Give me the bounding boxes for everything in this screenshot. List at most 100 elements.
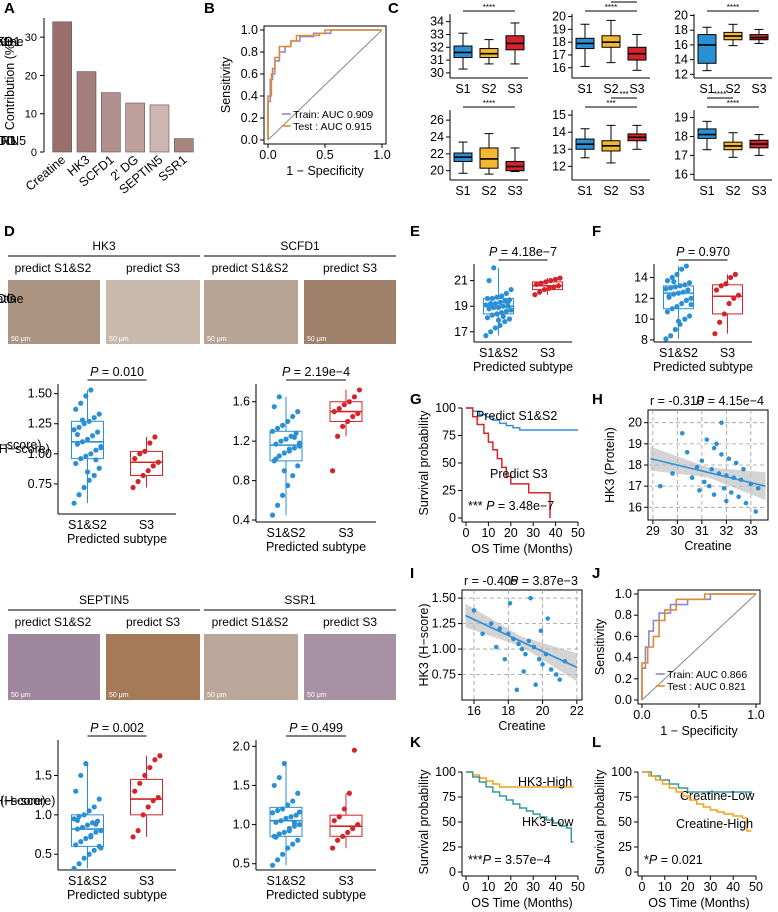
data-point xyxy=(680,289,686,295)
y-tick-label: 16 xyxy=(674,38,688,52)
data-point xyxy=(132,788,138,794)
x-tick-label: 10 xyxy=(658,880,672,894)
panel-label-f: F xyxy=(592,223,601,240)
y-tick-label: 14 xyxy=(634,271,648,285)
data-point xyxy=(719,420,724,425)
box-plot-scfd1: 1214161820SCFD1S1S2S3**** xyxy=(0,3,772,96)
data-point xyxy=(276,774,282,781)
data-point xyxy=(290,413,296,420)
p-value: = 3.87e−3 xyxy=(518,574,578,588)
x-tick-label: S1 xyxy=(699,82,714,96)
data-point xyxy=(295,463,301,469)
x-tick-label: 20 xyxy=(681,880,695,894)
data-point xyxy=(679,430,685,436)
data-point xyxy=(555,283,562,289)
data-point xyxy=(335,433,341,439)
data-point xyxy=(523,651,528,657)
data-point xyxy=(276,453,282,459)
data-point xyxy=(86,418,92,424)
data-point xyxy=(668,333,674,339)
data-point xyxy=(88,834,94,840)
x-tick-label: S1&S2 xyxy=(68,518,107,532)
data-point xyxy=(147,764,153,771)
data-point xyxy=(669,306,675,312)
data-point xyxy=(295,837,301,843)
data-point xyxy=(296,809,303,815)
data-point xyxy=(533,281,540,288)
data-point xyxy=(81,484,87,491)
correlation-r-label: r = -0.405 xyxy=(464,574,518,588)
ihc-right-label: predict S3 xyxy=(323,261,377,275)
x-tick-label: S3 xyxy=(629,184,644,198)
legend-label: Train: AUC 0.909 xyxy=(293,109,373,121)
x-tick-label: 20 xyxy=(536,704,550,718)
ihc-image-right xyxy=(106,634,200,700)
panel-label-j: J xyxy=(592,565,600,582)
km-plot-l: 0 10 20 30 40 50 0 25 50 75 100 OS Time (Months) Sur… xyxy=(593,765,763,910)
data-point xyxy=(88,451,94,457)
data-point xyxy=(71,500,77,506)
y-tick-label: 0.75 xyxy=(432,668,456,682)
data-point xyxy=(543,279,549,285)
significance-stars: **** xyxy=(618,0,630,3)
data-point xyxy=(281,450,287,456)
y-tick-label: 19 xyxy=(552,22,566,36)
y-tick-label: 14 xyxy=(552,125,566,139)
data-point xyxy=(714,441,719,447)
data-point xyxy=(713,287,720,293)
data-point xyxy=(683,297,689,303)
y-tick-label: 17 xyxy=(674,148,688,162)
y-tick-label: 1.0 xyxy=(615,587,632,601)
roc-curve-test xyxy=(267,29,382,140)
y-tick-label: 30 xyxy=(430,66,444,80)
y-tick-label: 100 xyxy=(611,765,632,779)
y-tick-label: 1.50 xyxy=(432,591,456,605)
data-point xyxy=(78,839,84,845)
data-point xyxy=(329,845,336,851)
y-axis-label: Survival probability xyxy=(417,410,431,516)
data-point xyxy=(732,271,738,277)
y-tick-label: 10 xyxy=(634,312,648,326)
y-axis-label: Sensitivity xyxy=(593,618,607,675)
box-plot-d-ssr1: 0.51.01.52.0SSR1 (H−score)S1&S2S3Predict… xyxy=(0,721,376,902)
data-point xyxy=(489,295,495,302)
y-tick-label: 1.25 xyxy=(28,417,52,431)
y-tick-label: 19 xyxy=(674,111,688,125)
p-value-label: P = 4.18e−7 xyxy=(489,245,557,259)
panel-c-box-plots: 3031323334CreatineS1S2S3****1617181920HK… xyxy=(0,0,772,198)
data-point xyxy=(291,434,297,440)
panel-label-i: I xyxy=(410,565,414,582)
data-point xyxy=(533,682,539,688)
p-value-label: P = 3.87e−3 xyxy=(510,574,578,588)
x-axis-label: OS Time (Months) xyxy=(648,896,749,910)
data-point xyxy=(130,484,136,491)
data-point xyxy=(84,436,91,442)
data-point xyxy=(275,502,281,508)
x-tick-label: 0 xyxy=(463,526,470,540)
data-point xyxy=(736,494,741,500)
data-point xyxy=(276,831,282,837)
data-point xyxy=(486,306,492,312)
y-tick-label: 8 xyxy=(641,333,648,347)
scale-bar-label: 50 μm xyxy=(207,336,227,343)
km-plot-g: 0 10 20 30 40 50 0 25 50 75 100 OS Time (Months) Sur… xyxy=(417,401,585,556)
data-point xyxy=(83,835,89,842)
ihc-image-right xyxy=(304,634,396,700)
x-tick-label: Creatine xyxy=(23,153,68,194)
data-point xyxy=(350,413,356,420)
p-value-label: P = 0.499 xyxy=(289,721,343,735)
legend-label: Test : AUC 0.915 xyxy=(293,121,372,133)
ihc-marker-title: SCFD1 xyxy=(280,239,320,253)
bar xyxy=(52,21,72,153)
ihc-left-label: predict S1&S2 xyxy=(15,261,92,275)
data-point xyxy=(731,295,737,301)
data-point xyxy=(491,265,497,271)
bar xyxy=(149,104,170,153)
x-axis-label: 1 − Specificity xyxy=(660,724,738,738)
y-tick-label: 0.5 xyxy=(35,847,52,861)
bar xyxy=(174,138,194,153)
y-axis-label: Creatine xyxy=(0,35,24,49)
y-tick-label: 25 xyxy=(442,484,456,498)
